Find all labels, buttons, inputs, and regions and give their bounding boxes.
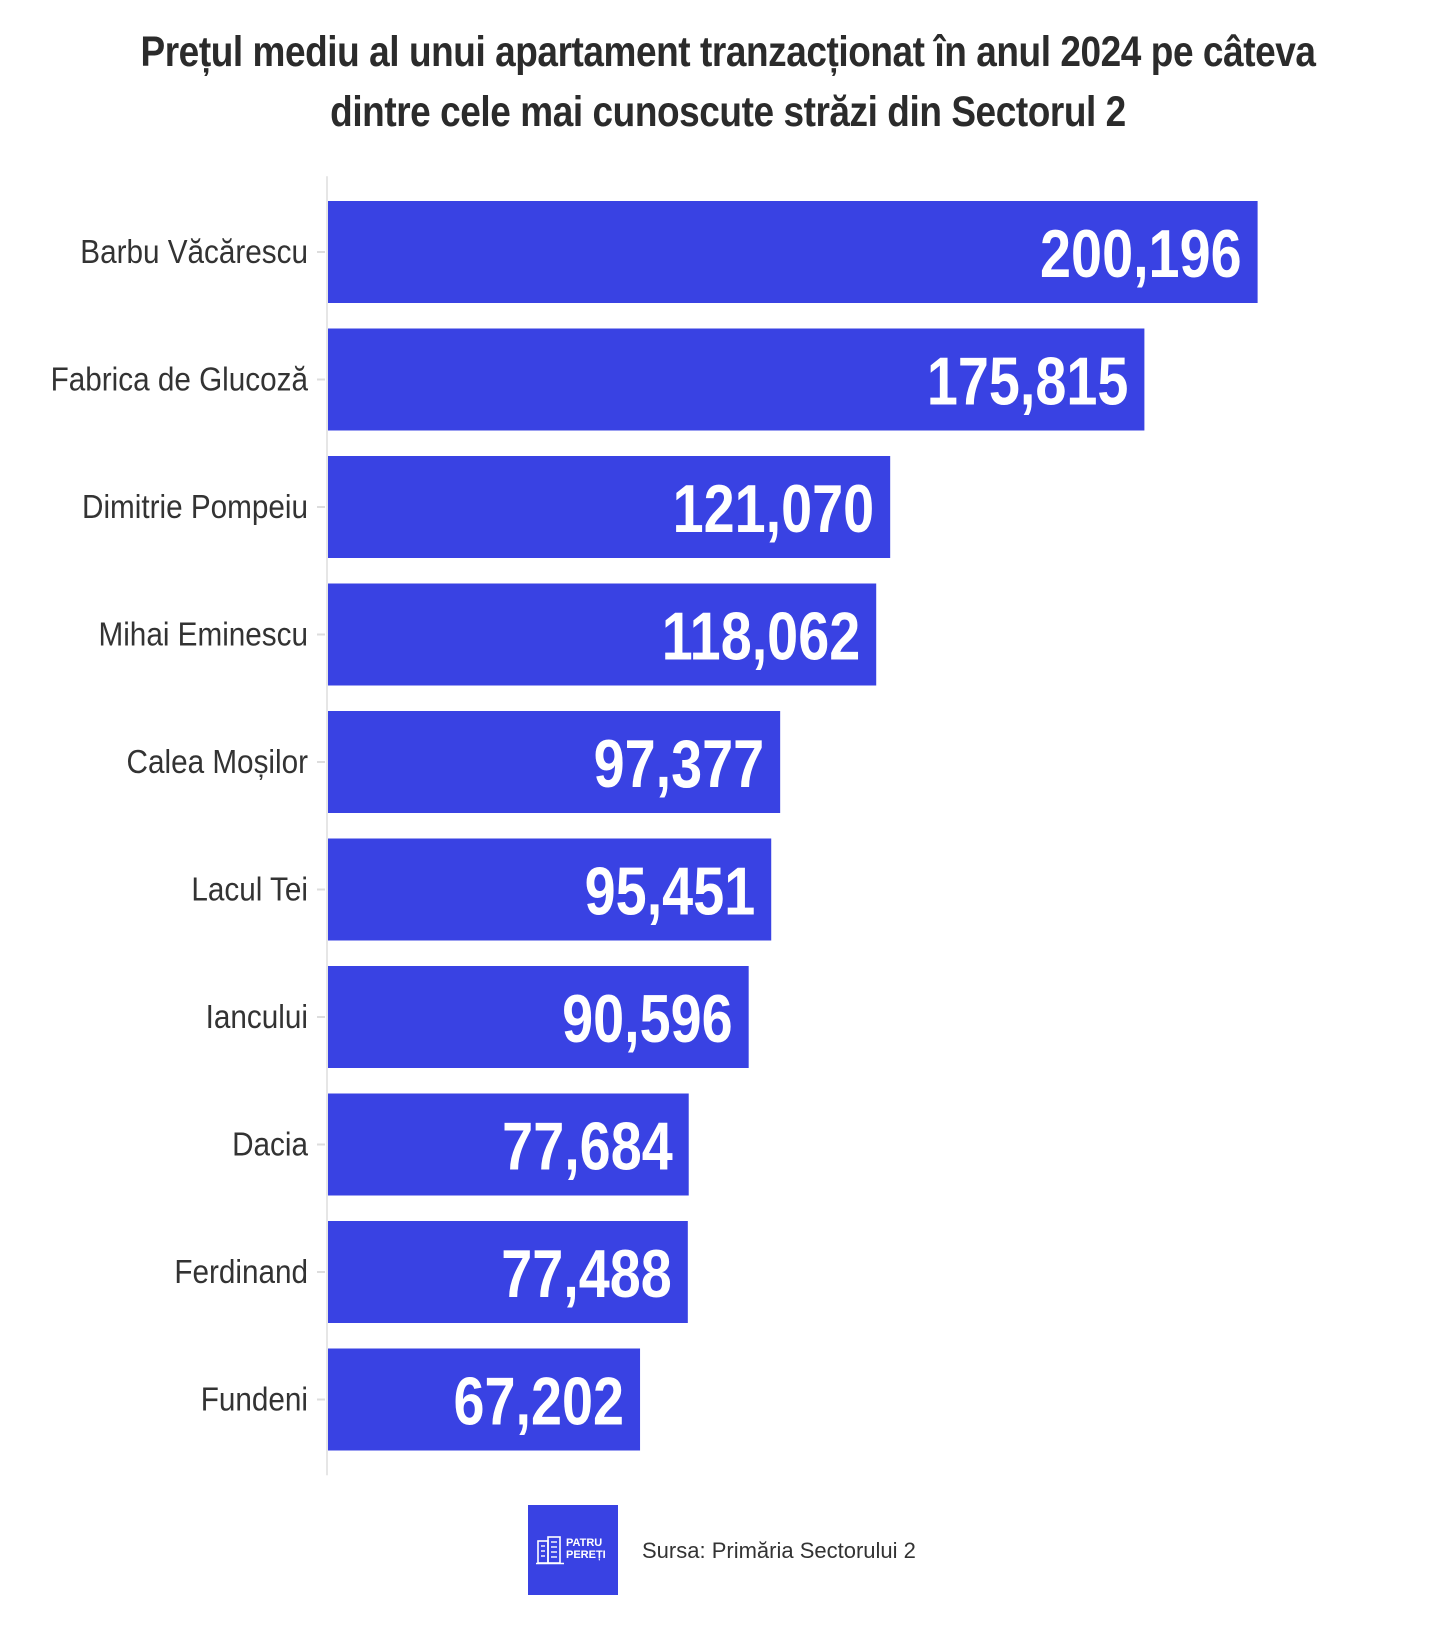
data-label: 200,196 [1040, 217, 1242, 292]
chart-title-line-1: Prețul mediu al unui apartament tranzacț… [140, 28, 1316, 76]
logo-text: PATRU PEREȚI [566, 1537, 606, 1561]
data-label: 67,202 [454, 1364, 625, 1439]
data-label: 90,596 [562, 982, 733, 1057]
y-tick-label: Fundeni [201, 1381, 308, 1418]
chart-title: Prețul mediu al unui apartament tranzacț… [102, 22, 1354, 142]
logo-text-line-1: PATRU [566, 1537, 603, 1549]
data-label: 95,451 [585, 854, 756, 929]
y-tick-label: Fabrica de Glucoză [51, 361, 309, 398]
patru-pereti-logo: PATRU PEREȚI [528, 1505, 618, 1595]
footer: PATRU PEREȚI Sursa: Primăria Sectorului … [0, 1505, 1456, 1595]
bar-chart: Barbu Văcărescu 200,196 Fabrica de Glucoză… [51, 176, 1258, 1476]
data-label: 121,070 [673, 472, 875, 547]
data-label: 77,488 [501, 1237, 672, 1312]
bar [328, 201, 1258, 303]
data-label: 175,815 [927, 344, 1129, 419]
y-tick-label: Barbu Văcărescu [80, 234, 308, 271]
y-tick-label: Calea Moșilor [127, 744, 308, 781]
y-tick-label: Iancului [206, 999, 308, 1036]
data-label: 77,684 [502, 1109, 673, 1184]
y-tick-label: Dacia [232, 1126, 308, 1163]
chart-title-line-2: dintre cele mai cunoscute străzi din Sec… [330, 88, 1126, 136]
building-icon [536, 1536, 564, 1565]
bar [328, 711, 781, 813]
bar [328, 1348, 641, 1451]
bar [328, 328, 1145, 431]
data-label: 97,377 [594, 727, 765, 802]
source-note: Sursa: Primăria Sectorului 2 [642, 1538, 916, 1563]
y-tick-label: Mihai Eminescu [98, 616, 308, 653]
bar [328, 583, 877, 686]
y-tick-label: Dimitrie Pompeiu [82, 489, 308, 526]
bar [328, 1221, 688, 1323]
data-label: 118,062 [662, 599, 860, 674]
bar [328, 966, 749, 1068]
bar [328, 456, 891, 558]
y-tick-label: Lacul Tei [191, 871, 308, 908]
bar [328, 1093, 689, 1196]
y-tick-label: Ferdinand [174, 1254, 308, 1291]
bar [328, 838, 772, 941]
logo-text-line-2: PEREȚI [566, 1549, 606, 1561]
